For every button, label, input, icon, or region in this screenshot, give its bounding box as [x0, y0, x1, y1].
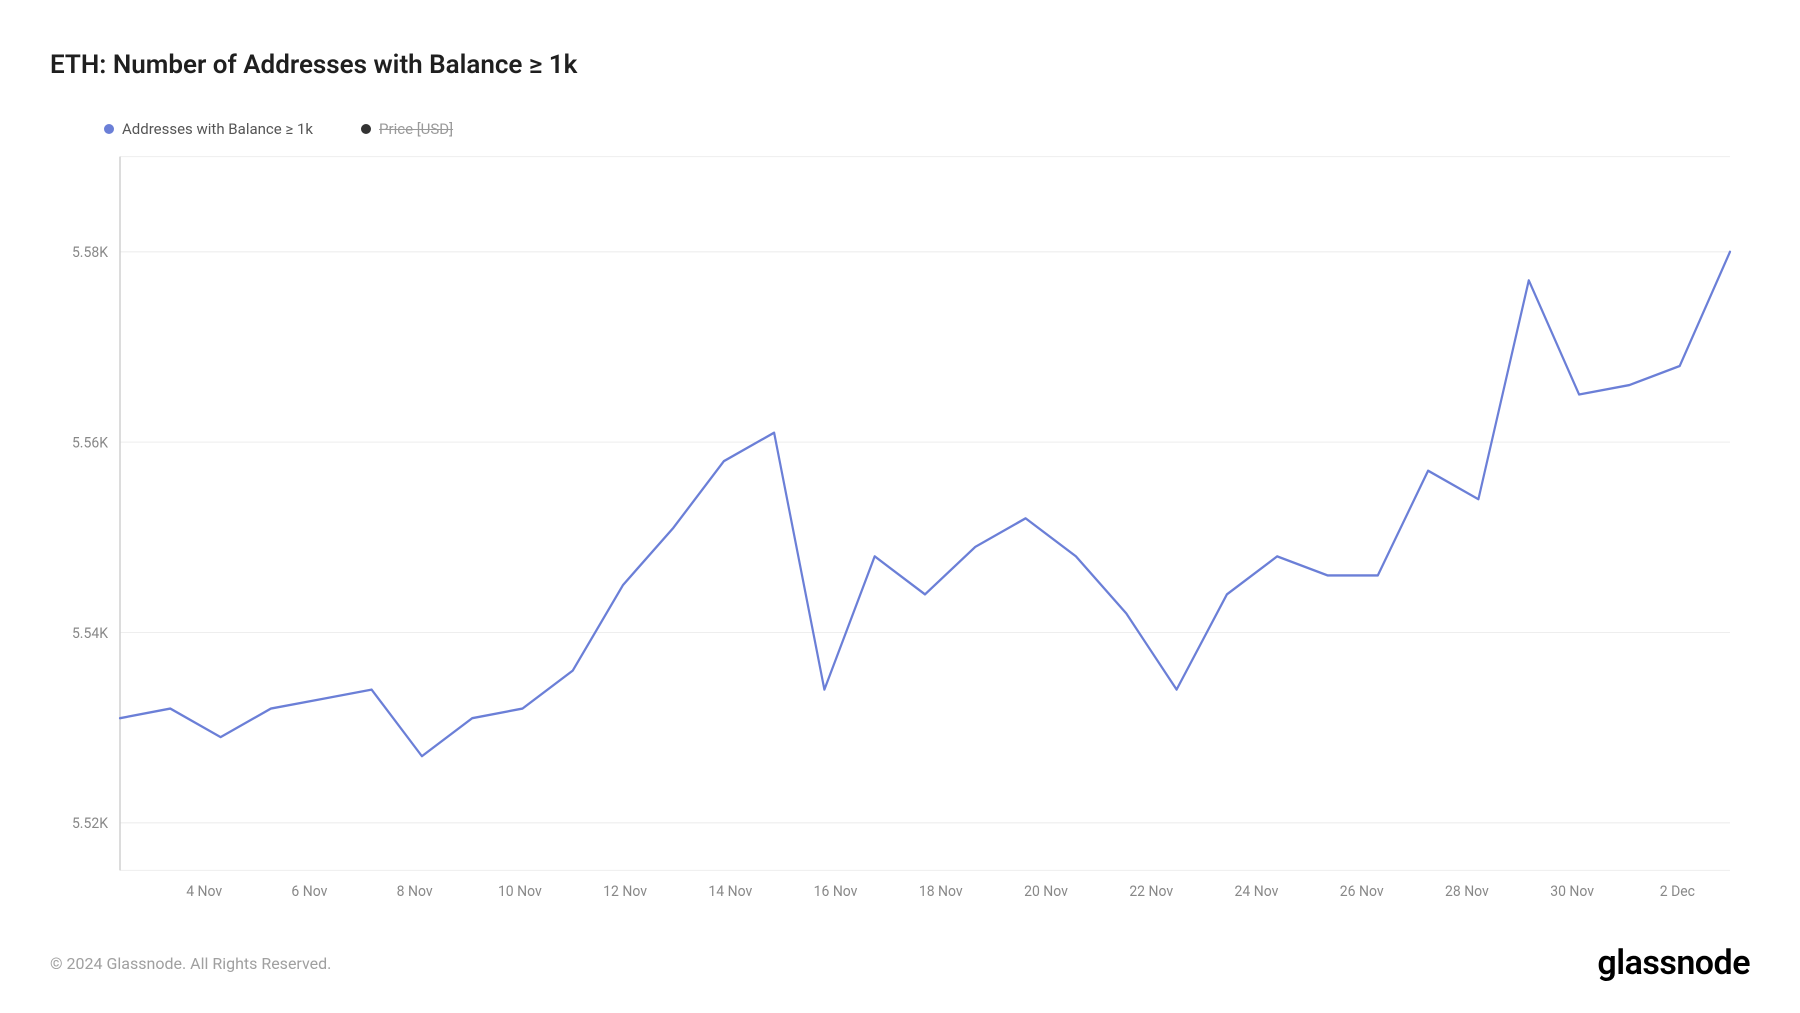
chart-svg: 5.52K 5.54K 5.56K 5.58K 4 Nov 6 Nov 8 Nov 10 N… [50, 146, 1750, 913]
svg-text:16 Nov: 16 Nov [814, 883, 858, 901]
chart-legend: Addresses with Balance ≥ 1k Price [USD] [50, 120, 1750, 138]
svg-text:12 Nov: 12 Nov [603, 883, 647, 901]
chart-line-addresses [120, 252, 1730, 756]
svg-text:6 Nov: 6 Nov [291, 883, 327, 901]
legend-dot-icon [361, 124, 371, 134]
chart-gridlines [120, 157, 1730, 871]
svg-text:20 Nov: 20 Nov [1024, 883, 1068, 901]
legend-item-addresses[interactable]: Addresses with Balance ≥ 1k [104, 120, 313, 138]
svg-text:14 Nov: 14 Nov [708, 883, 752, 901]
copyright-text: © 2024 Glassnode. All Rights Reserved. [50, 954, 331, 973]
svg-text:2 Dec: 2 Dec [1660, 883, 1696, 901]
legend-item-price[interactable]: Price [USD] [361, 120, 453, 138]
svg-text:8 Nov: 8 Nov [397, 883, 433, 901]
chart-y-axis: 5.52K 5.54K 5.56K 5.58K [72, 157, 120, 871]
legend-label-addresses: Addresses with Balance ≥ 1k [122, 120, 313, 138]
chart-title: ETH: Number of Addresses with Balance ≥ … [50, 50, 1750, 80]
chart-footer: © 2024 Glassnode. All Rights Reserved. g… [50, 943, 1750, 983]
legend-dot-icon [104, 124, 114, 134]
svg-text:26 Nov: 26 Nov [1340, 883, 1384, 901]
svg-text:28 Nov: 28 Nov [1445, 883, 1489, 901]
svg-text:4 Nov: 4 Nov [186, 883, 222, 901]
svg-text:5.54K: 5.54K [72, 624, 109, 642]
chart-container: ETH: Number of Addresses with Balance ≥ … [0, 0, 1800, 1013]
svg-text:18 Nov: 18 Nov [919, 883, 963, 901]
svg-text:5.56K: 5.56K [72, 434, 109, 452]
brand-logo: glassnode [1597, 943, 1750, 983]
svg-text:30 Nov: 30 Nov [1550, 883, 1594, 901]
svg-text:5.58K: 5.58K [72, 244, 109, 262]
svg-text:10 Nov: 10 Nov [498, 883, 542, 901]
chart-x-axis: 4 Nov 6 Nov 8 Nov 10 Nov 12 Nov 14 Nov 16 Nov 1… [186, 883, 1695, 901]
svg-text:22 Nov: 22 Nov [1129, 883, 1173, 901]
chart-plot-area[interactable]: 5.52K 5.54K 5.56K 5.58K 4 Nov 6 Nov 8 Nov 10 N… [50, 146, 1750, 913]
svg-text:5.52K: 5.52K [72, 815, 109, 833]
svg-text:24 Nov: 24 Nov [1235, 883, 1279, 901]
legend-label-price: Price [USD] [379, 120, 453, 138]
